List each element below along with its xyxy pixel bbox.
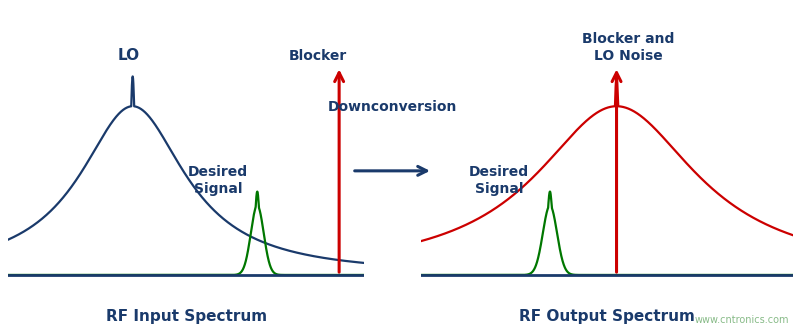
Text: Desired
Signal: Desired Signal [469,165,529,196]
Text: Downconversion: Downconversion [328,100,457,114]
Text: Blocker: Blocker [289,49,347,63]
Text: RF Output Spectrum: RF Output Spectrum [519,309,695,324]
Text: Desired
Signal: Desired Signal [188,165,248,196]
Text: RF Input Spectrum: RF Input Spectrum [105,309,267,324]
Text: LO: LO [118,48,140,63]
Text: www.cntronics.com: www.cntronics.com [694,315,789,325]
Text: Blocker and
LO Noise: Blocker and LO Noise [582,32,675,63]
